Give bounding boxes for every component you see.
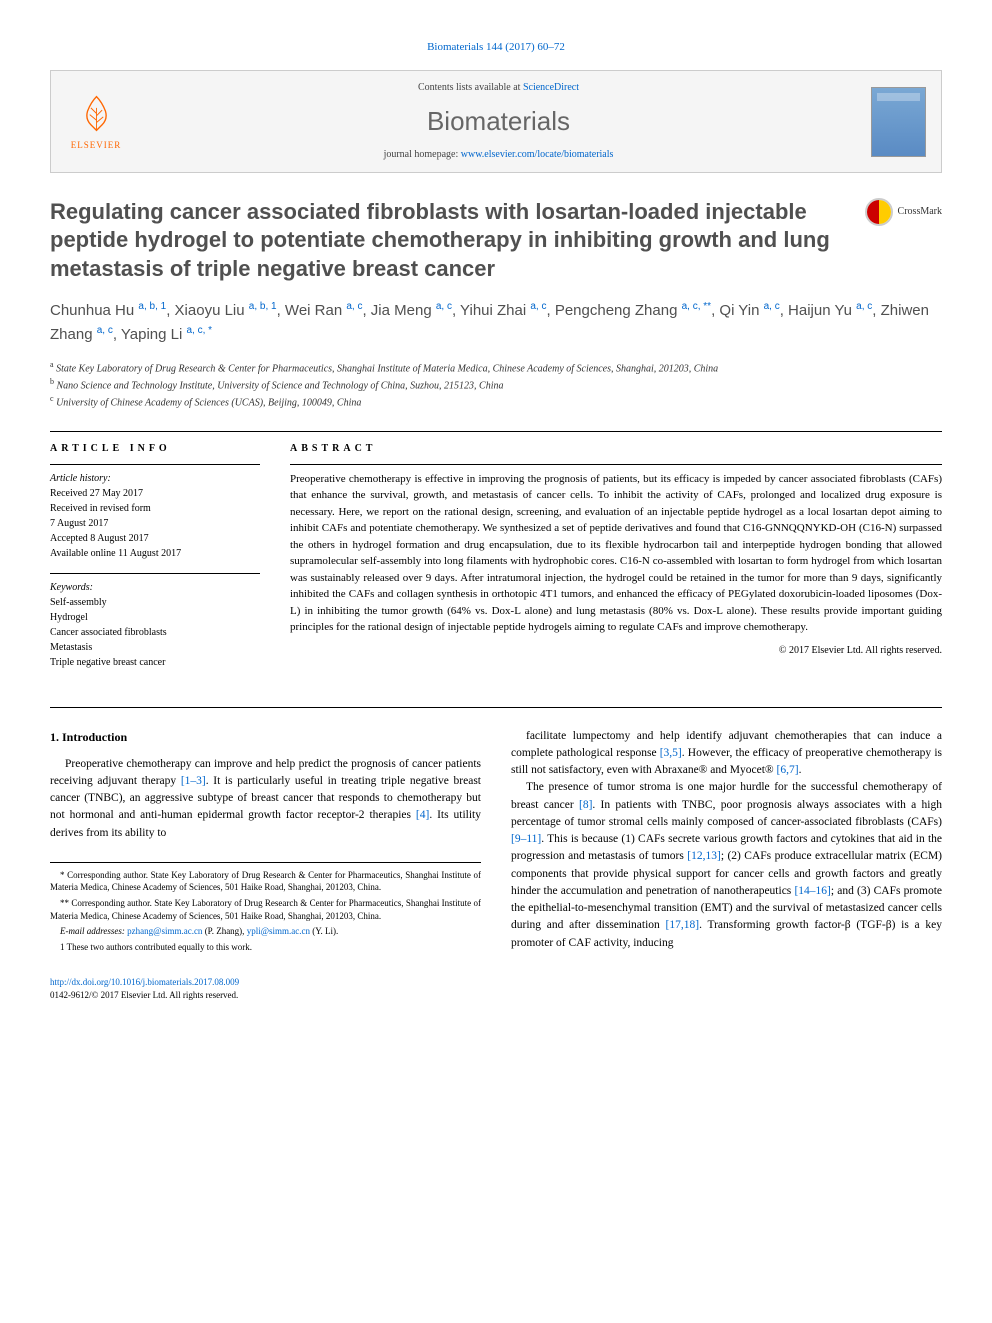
page-footer: http://dx.doi.org/10.1016/j.biomaterials… [50,976,942,1001]
homepage-prefix: journal homepage: [384,149,461,160]
divider [50,431,942,432]
corresponding-author-2: ** Corresponding author. State Key Labor… [50,897,481,922]
doi-link[interactable]: http://dx.doi.org/10.1016/j.biomaterials… [50,977,239,987]
corresponding-author-1: * Corresponding author. State Key Labora… [50,869,481,894]
abstract-label: ABSTRACT [290,442,942,456]
article-title: Regulating cancer associated fibroblasts… [50,198,865,284]
contents-available: Contents lists available at ScienceDirec… [126,81,871,95]
abstract-column: ABSTRACT Preoperative chemotherapy is ef… [290,442,942,682]
article-info-column: ARTICLE INFO Article history: Received 2… [50,442,260,682]
article-info-label: ARTICLE INFO [50,442,260,456]
body-paragraph: facilitate lumpectomy and help identify … [511,728,942,780]
elsevier-logo: ELSEVIER [66,87,126,157]
author-list: Chunhua Hu a, b, 1, Xiaoyu Liu a, b, 1, … [50,299,942,347]
sciencedirect-link[interactable]: ScienceDirect [523,82,579,93]
journal-homepage: journal homepage: www.elsevier.com/locat… [126,148,871,162]
journal-cover-thumbnail [871,87,926,157]
homepage-link[interactable]: www.elsevier.com/locate/biomaterials [461,149,614,160]
crossmark-label: CrossMark [898,205,942,219]
body-column-right: facilitate lumpectomy and help identify … [511,728,942,957]
section-heading-intro: 1. Introduction [50,728,481,746]
citation-line: Biomaterials 144 (2017) 60–72 [50,40,942,55]
crossmark-icon [865,198,893,226]
body-paragraph: The presence of tumor stroma is one majo… [511,779,942,952]
affiliations: a State Key Laboratory of Drug Research … [50,359,942,411]
keywords-label: Keywords: [50,582,93,593]
elsevier-tree-icon [74,91,119,136]
history-label: Article history: [50,473,111,484]
equal-contribution-note: 1 These two authors contributed equally … [50,941,481,954]
journal-header: ELSEVIER Contents lists available at Sci… [50,70,942,172]
crossmark-badge[interactable]: CrossMark [865,198,942,226]
body-paragraph: Preoperative chemotherapy can improve an… [50,756,481,842]
footnotes: * Corresponding author. State Key Labora… [50,862,481,954]
divider [50,707,942,708]
email-suffix-1: (P. Zhang), [202,926,246,936]
issn-copyright: 0142-9612/© 2017 Elsevier Ltd. All right… [50,990,238,1000]
email-link-1[interactable]: pzhang@simm.ac.cn [127,926,202,936]
journal-name: Biomaterials [126,103,871,139]
email-link-2[interactable]: ypli@simm.ac.cn [247,926,310,936]
email-addresses: E-mail addresses: pzhang@simm.ac.cn (P. … [50,925,481,938]
email-label: E-mail addresses: [60,926,127,936]
abstract-text: Preoperative chemotherapy is effective i… [290,464,942,636]
contents-prefix: Contents lists available at [418,82,523,93]
email-suffix-2: (Y. Li). [310,926,338,936]
article-history: Article history: Received 27 May 2017Rec… [50,464,260,561]
elsevier-name: ELSEVIER [71,139,122,152]
body-column-left: 1. Introduction Preoperative chemotherap… [50,728,481,957]
keywords-block: Keywords: Self-assemblyHydrogelCancer as… [50,573,260,670]
abstract-copyright: © 2017 Elsevier Ltd. All rights reserved… [290,644,942,658]
